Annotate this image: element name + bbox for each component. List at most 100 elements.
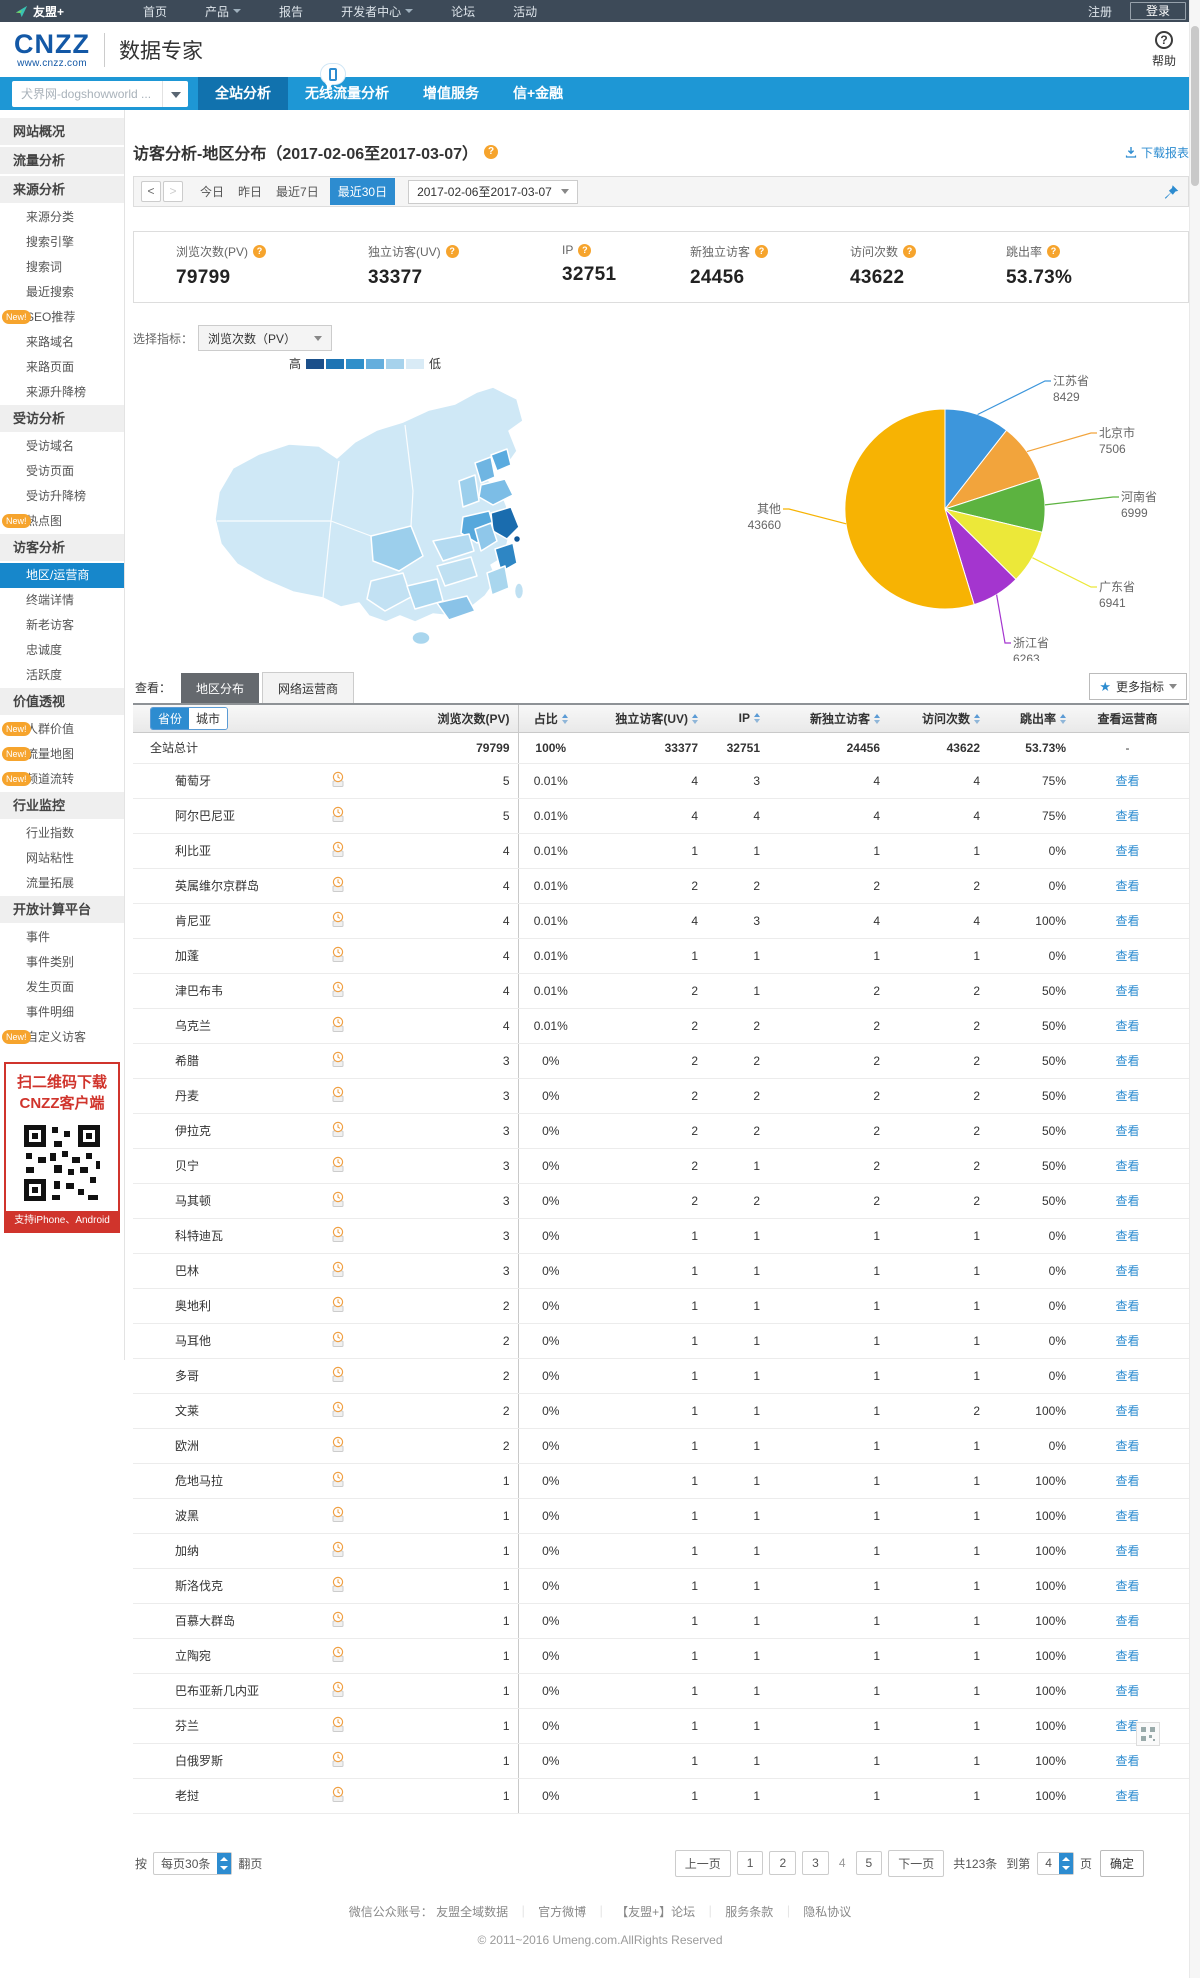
- time-history-icon[interactable]: [331, 1226, 345, 1243]
- sidebar-item[interactable]: 事件类别: [0, 950, 124, 975]
- view-carrier-link[interactable]: 查看: [1115, 1334, 1140, 1348]
- time-history-icon[interactable]: [331, 1086, 345, 1103]
- sidebar-item[interactable]: New! 自定义访客: [0, 1025, 124, 1050]
- view-carrier-link[interactable]: 查看: [1115, 1229, 1140, 1243]
- sort-arrows-icon[interactable]: [754, 713, 760, 724]
- view-carrier-link[interactable]: 查看: [1115, 1159, 1140, 1173]
- page-button-3[interactable]: 3: [802, 1851, 829, 1875]
- time-history-icon[interactable]: [331, 981, 345, 998]
- view-carrier-link[interactable]: 查看: [1115, 1614, 1140, 1628]
- sort-arrows-icon[interactable]: [692, 713, 698, 724]
- sidebar-item[interactable]: 受访域名: [0, 434, 124, 459]
- stat-help-icon[interactable]: ?: [578, 243, 592, 257]
- pin-icon[interactable]: [1164, 184, 1179, 200]
- sidebar-item[interactable]: 网站粘性: [0, 846, 124, 871]
- view-carrier-link[interactable]: 查看: [1115, 1684, 1140, 1698]
- time-history-icon[interactable]: [331, 1191, 345, 1208]
- sidebar-item[interactable]: 忠诚度: [0, 638, 124, 663]
- sidebar-group-header-7[interactable]: 行业监控: [0, 792, 124, 819]
- metric-select[interactable]: 浏览次数（PV）: [198, 325, 333, 351]
- time-history-icon[interactable]: [331, 1331, 345, 1348]
- scrollbar-thumb[interactable]: [1191, 26, 1199, 186]
- sort-arrows-icon[interactable]: [874, 713, 880, 724]
- view-carrier-link[interactable]: 查看: [1115, 1124, 1140, 1138]
- time-history-icon[interactable]: [331, 1541, 345, 1558]
- view-carrier-link[interactable]: 查看: [1115, 844, 1140, 858]
- floating-qr-widget[interactable]: [1136, 1722, 1160, 1746]
- sort-arrows-icon[interactable]: [974, 713, 980, 724]
- download-report-link[interactable]: 下载报表: [1125, 144, 1189, 161]
- confirm-button[interactable]: 确定: [1099, 1849, 1144, 1877]
- topbar-item-1[interactable]: 首页: [143, 3, 167, 20]
- register-link[interactable]: 注册: [1087, 4, 1112, 19]
- quick-date-3[interactable]: 最近7日: [276, 185, 319, 199]
- view-carrier-link[interactable]: 查看: [1115, 1369, 1140, 1383]
- sidebar-item[interactable]: 流量拓展: [0, 871, 124, 896]
- stat-help-icon[interactable]: ?: [445, 245, 459, 258]
- page-button-5[interactable]: 5: [855, 1851, 883, 1875]
- quick-date-4[interactable]: 最近30日: [329, 178, 396, 205]
- time-history-icon[interactable]: [331, 946, 345, 963]
- column-header-7[interactable]: 跳出率: [980, 705, 1066, 733]
- view-carrier-link[interactable]: 查看: [1115, 809, 1140, 823]
- sort-arrows-icon[interactable]: [1060, 713, 1066, 724]
- time-history-icon[interactable]: [331, 876, 345, 893]
- time-history-icon[interactable]: [331, 1646, 345, 1663]
- sidebar-item[interactable]: 地区/运营商: [0, 563, 124, 588]
- sidebar-item[interactable]: 事件明细: [0, 1000, 124, 1025]
- time-history-icon[interactable]: [331, 1051, 345, 1068]
- per-page-select[interactable]: 每页30条: [153, 1851, 233, 1875]
- column-header-2[interactable]: 占比: [518, 705, 583, 733]
- sidebar-group-header-3[interactable]: 来源分析: [0, 176, 124, 203]
- sidebar-item[interactable]: New! SEO推荐: [0, 305, 124, 330]
- sidebar-item[interactable]: 行业指数: [0, 821, 124, 846]
- footer-link-2[interactable]: 官方微博: [538, 1904, 587, 1919]
- sidebar-item[interactable]: 受访升降榜: [0, 484, 124, 509]
- time-history-icon[interactable]: [331, 1016, 345, 1033]
- sidebar-item[interactable]: New! 流量地图: [0, 742, 124, 767]
- sidebar-item[interactable]: 来源升降榜: [0, 380, 124, 405]
- view-carrier-link[interactable]: 查看: [1115, 1579, 1140, 1593]
- stat-help-icon[interactable]: ?: [903, 245, 917, 258]
- next-period-button[interactable]: >: [163, 181, 183, 202]
- column-header-1[interactable]: 浏览次数(PV): [353, 705, 519, 733]
- time-history-icon[interactable]: [331, 1261, 345, 1278]
- time-history-icon[interactable]: [331, 1156, 345, 1173]
- view-carrier-link[interactable]: 查看: [1115, 949, 1140, 963]
- sidebar-item[interactable]: 来源分类: [0, 205, 124, 230]
- goto-page-select[interactable]: 4: [1037, 1851, 1074, 1875]
- next-page-button[interactable]: 下一页: [888, 1849, 945, 1877]
- column-header-5[interactable]: 新独立访客: [760, 705, 880, 733]
- toggle-option-省份[interactable]: 省份: [151, 707, 190, 729]
- topbar-item-4[interactable]: 开发者中心: [341, 3, 414, 20]
- view-carrier-link[interactable]: 查看: [1115, 1054, 1140, 1068]
- sidebar-item[interactable]: 来路域名: [0, 330, 124, 355]
- region-pie-chart[interactable]: 江苏省 8429 北京市 7506 河南省 6999 广东省 6941 浙江省 6263 其他 436…: [633, 355, 1189, 666]
- view-carrier-link[interactable]: 查看: [1115, 1789, 1140, 1803]
- column-header-3[interactable]: 独立访客(UV): [583, 705, 698, 733]
- sidebar-item[interactable]: 来路页面: [0, 355, 124, 380]
- site-selector[interactable]: 犬界网-dogshowworld ...: [12, 80, 188, 107]
- prev-page-button[interactable]: 上一页: [674, 1849, 731, 1877]
- time-history-icon[interactable]: [331, 1716, 345, 1733]
- column-header-4[interactable]: IP: [698, 705, 760, 733]
- view-carrier-link[interactable]: 查看: [1115, 1404, 1140, 1418]
- quick-date-2[interactable]: 昨日: [238, 185, 263, 199]
- sidebar-item[interactable]: 终端详情: [0, 588, 124, 613]
- topbar-item-2[interactable]: 产品: [205, 3, 242, 20]
- sidebar-item[interactable]: 发生页面: [0, 975, 124, 1000]
- sidebar-item[interactable]: New! 频道流转: [0, 767, 124, 792]
- help-button[interactable]: ? 帮助: [1152, 30, 1176, 69]
- column-header-8[interactable]: 查看运营商: [1066, 705, 1189, 733]
- page-button-2[interactable]: 2: [769, 1851, 797, 1875]
- time-history-icon[interactable]: [331, 1576, 345, 1593]
- topbar-item-3[interactable]: 报告: [279, 3, 303, 20]
- time-history-icon[interactable]: [331, 771, 345, 788]
- title-help-icon[interactable]: ?: [484, 145, 499, 159]
- time-history-icon[interactable]: [331, 1401, 345, 1418]
- time-history-icon[interactable]: [331, 806, 345, 823]
- view-carrier-link[interactable]: 查看: [1115, 1719, 1140, 1733]
- sort-arrows-icon[interactable]: [561, 713, 568, 724]
- sidebar-item[interactable]: New! 热点图: [0, 509, 124, 534]
- time-history-icon[interactable]: [331, 1751, 345, 1768]
